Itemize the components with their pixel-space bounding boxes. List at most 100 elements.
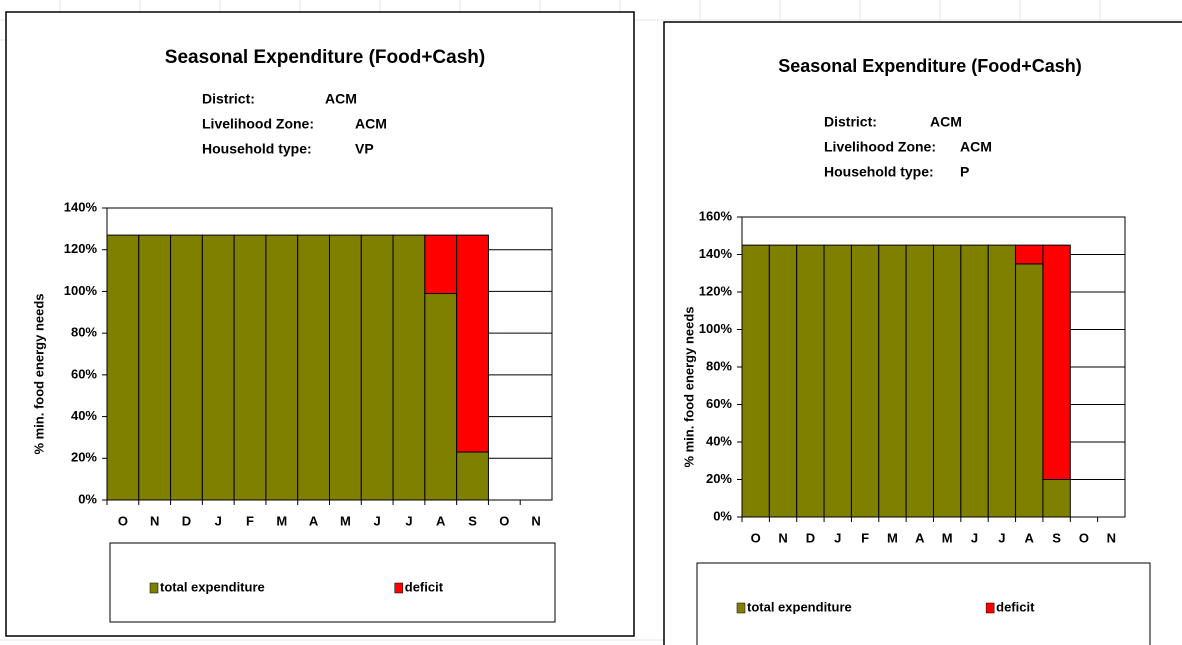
- y-tick-label: 100%: [64, 283, 98, 298]
- x-tick-label: O: [751, 530, 761, 545]
- bar-segment: [1015, 263, 1044, 518]
- legend-swatch: [149, 582, 159, 594]
- bar-segment: [1015, 244, 1044, 265]
- chart-title: Seasonal Expenditure (Food+Cash): [165, 47, 485, 68]
- y-tick-label: 20%: [71, 450, 97, 465]
- x-tick-label: N: [150, 513, 159, 528]
- x-tick-label: J: [834, 530, 841, 545]
- bar-segment: [360, 234, 394, 501]
- bar-segment: [741, 244, 770, 518]
- y-axis-label: % min. food energy needs: [681, 306, 696, 467]
- x-tick-label: D: [806, 530, 815, 545]
- info-label: Livelihood Zone:: [202, 116, 314, 132]
- x-tick-label: J: [405, 513, 412, 528]
- y-axis-label: % min. food energy needs: [31, 293, 46, 454]
- legend-swatch: [736, 602, 746, 614]
- info-label: Household type:: [824, 164, 934, 180]
- bar-segment: [424, 234, 458, 295]
- bar-segment: [960, 244, 989, 518]
- y-tick-label: 0%: [713, 508, 732, 523]
- x-tick-label: A: [309, 513, 319, 528]
- bar-segment: [878, 244, 907, 518]
- y-tick-label: 40%: [71, 408, 97, 423]
- bar-segment: [768, 244, 798, 518]
- legend-swatch: [394, 582, 403, 594]
- legend-label: deficit: [405, 579, 444, 594]
- bar-segment: [796, 244, 825, 518]
- y-tick-label: 0%: [78, 491, 97, 506]
- x-tick-label: D: [182, 513, 191, 528]
- info-value: ACM: [960, 139, 992, 155]
- bar-segment: [456, 234, 489, 453]
- y-tick-label: 100%: [699, 321, 733, 336]
- y-tick-label: 140%: [64, 199, 98, 214]
- bar-segment: [138, 234, 172, 501]
- info-label: District:: [202, 91, 255, 107]
- x-tick-label: F: [861, 530, 869, 545]
- info-value: ACM: [325, 91, 357, 107]
- chart-title: Seasonal Expenditure (Food+Cash): [778, 56, 1082, 76]
- x-tick-label: J: [998, 530, 1005, 545]
- legend-label: total expenditure: [160, 579, 265, 594]
- bar-segment: [233, 234, 267, 501]
- x-tick-label: M: [887, 530, 898, 545]
- y-tick-label: 20%: [706, 471, 732, 486]
- info-value: VP: [355, 141, 374, 157]
- bar-segment: [329, 234, 362, 501]
- y-tick-label: 140%: [699, 246, 733, 261]
- legend-label: deficit: [996, 599, 1035, 614]
- x-tick-label: J: [374, 513, 381, 528]
- bar-segment: [850, 244, 880, 518]
- x-tick-label: O: [118, 513, 128, 528]
- info-value: ACM: [930, 114, 962, 130]
- x-tick-label: N: [1107, 530, 1116, 545]
- bar-segment: [933, 244, 962, 518]
- bar-segment: [392, 234, 426, 501]
- info-label: Livelihood Zone:: [824, 139, 936, 155]
- bar-segment: [905, 244, 935, 518]
- bar-segment: [987, 244, 1017, 518]
- x-tick-label: N: [531, 513, 540, 528]
- y-tick-label: 60%: [706, 396, 732, 411]
- x-tick-label: O: [499, 513, 509, 528]
- chart: Seasonal Expenditure (Food+Cash) District…: [663, 21, 1182, 645]
- x-tick-label: A: [915, 530, 925, 545]
- bar-segment: [201, 234, 235, 501]
- legend-swatch: [985, 602, 995, 614]
- x-tick-label: J: [215, 513, 222, 528]
- bar-segment: [170, 234, 203, 501]
- info-label: District:: [824, 114, 877, 130]
- x-tick-label: A: [1025, 530, 1035, 545]
- x-tick-label: S: [468, 513, 477, 528]
- bar-segment: [456, 451, 489, 501]
- info-value: P: [960, 164, 969, 180]
- bar-segment: [106, 234, 140, 501]
- x-tick-label: M: [942, 530, 953, 545]
- y-tick-label: 40%: [706, 433, 732, 448]
- bar-segment: [265, 234, 299, 501]
- info-value: ACM: [355, 116, 387, 132]
- x-tick-label: O: [1079, 530, 1089, 545]
- y-tick-label: 120%: [699, 283, 733, 298]
- y-tick-label: 80%: [706, 358, 732, 373]
- x-tick-label: J: [971, 530, 978, 545]
- x-tick-label: N: [778, 530, 787, 545]
- x-tick-label: M: [276, 513, 287, 528]
- x-tick-label: M: [340, 513, 351, 528]
- y-tick-label: 160%: [699, 208, 733, 223]
- x-tick-label: F: [246, 513, 254, 528]
- legend-box: [696, 562, 1151, 645]
- info-label: Household type:: [202, 141, 312, 157]
- bar-segment: [823, 244, 852, 518]
- y-tick-label: 60%: [71, 366, 97, 381]
- y-tick-label: 80%: [71, 325, 97, 340]
- legend-label: total expenditure: [747, 599, 852, 614]
- bar-segment: [1042, 244, 1071, 480]
- bar-segment: [1042, 479, 1071, 518]
- legend-box: [109, 542, 556, 623]
- x-tick-label: A: [436, 513, 446, 528]
- y-tick-label: 120%: [64, 241, 98, 256]
- chart: Seasonal Expenditure (Food+Cash) District…: [5, 11, 635, 637]
- x-tick-label: S: [1052, 530, 1061, 545]
